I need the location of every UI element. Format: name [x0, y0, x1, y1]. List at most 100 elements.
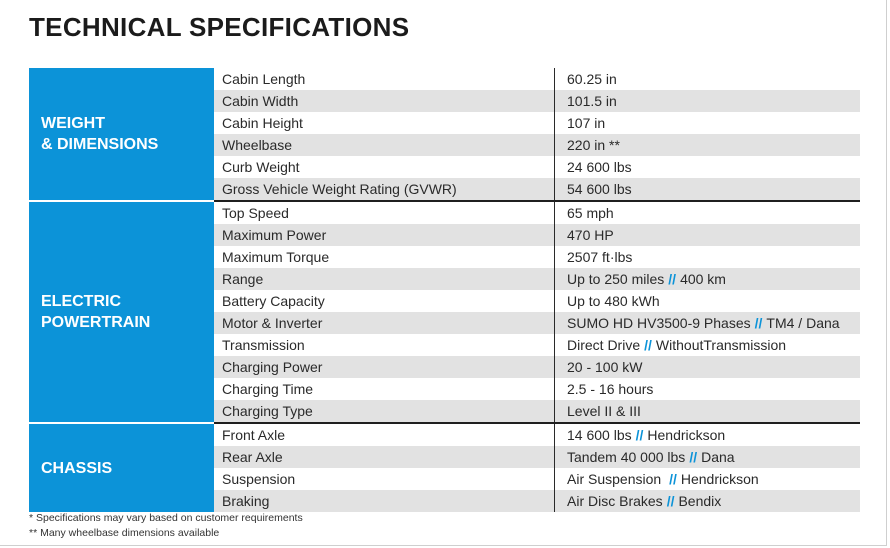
- spec-section: WEIGHT & DIMENSIONS Cabin Length 60.25 in C…: [29, 68, 860, 202]
- section-label: CHASSIS: [29, 422, 214, 512]
- spec-name: Cabin Length: [222, 71, 306, 87]
- table-row: Rear Axle Tandem 40 000 lbs//Dana: [214, 446, 860, 468]
- spec-name: Wheelbase: [222, 137, 293, 153]
- table-row: Cabin Length 60.25 in: [214, 68, 860, 90]
- spec-name: Cabin Height: [222, 115, 303, 131]
- spec-name: Gross Vehicle Weight Rating (GVWR): [222, 181, 457, 197]
- table-row: Maximum Torque 2507 ft·lbs: [214, 246, 860, 268]
- value-part: 65 mph: [567, 205, 614, 221]
- spec-name: Cabin Width: [222, 93, 299, 109]
- spec-value: 2.5 - 16 hours: [554, 378, 860, 400]
- section-label: WEIGHT & DIMENSIONS: [29, 68, 214, 200]
- value-part: 14 600 lbs: [567, 427, 632, 443]
- table-row: Top Speed 65 mph: [214, 202, 860, 224]
- spec-value: Up to 250 miles//400 km: [554, 268, 860, 290]
- value-part: 2.5 - 16 hours: [567, 381, 654, 397]
- table-row: Charging Power 20 - 100 kW: [214, 356, 860, 378]
- value-part: Level II & III: [567, 403, 641, 419]
- spec-value: Level II & III: [554, 400, 860, 422]
- value-separator: //: [668, 271, 677, 287]
- spec-value: 220 in **: [554, 134, 860, 156]
- table-row: Front Axle 14 600 lbs//Hendrickson: [214, 424, 860, 446]
- spec-value: Up to 480 kWh: [554, 290, 860, 312]
- table-row: Gross Vehicle Weight Rating (GVWR) 54 600…: [214, 178, 860, 200]
- value-separator: //: [689, 449, 698, 465]
- footnote: ** Many wheelbase dimensions available: [29, 526, 220, 539]
- value-part: Up to 250 miles: [567, 271, 665, 287]
- spec-value: 2507 ft·lbs: [554, 246, 860, 268]
- value-part: Up to 480 kWh: [567, 293, 660, 309]
- value-part: 24 600 lbs: [567, 159, 632, 175]
- table-row: Charging Type Level II & III: [214, 400, 860, 422]
- value-part: 107 in: [567, 115, 606, 131]
- table-row: Suspension Air Suspension //Hendrickson: [214, 468, 860, 490]
- spec-section: CHASSIS Front Axle 14 600 lbs//Hendrickson…: [29, 422, 860, 512]
- spec-name: Braking: [222, 493, 270, 509]
- table-row: Maximum Power 470 HP: [214, 224, 860, 246]
- spec-name: Transmission: [222, 337, 305, 353]
- value-part: Hendrickson: [647, 427, 726, 443]
- value-part: Air Disc Brakes: [567, 493, 663, 509]
- spec-name: Battery Capacity: [222, 293, 325, 309]
- value-part: 101.5 in: [567, 93, 617, 109]
- value-part: 20 - 100 kW: [567, 359, 643, 375]
- value-part: Air Suspension: [567, 471, 666, 487]
- value-part: 60.25 in: [567, 71, 617, 87]
- spec-value: 20 - 100 kW: [554, 356, 860, 378]
- spec-value: Air Disc Brakes//Bendix: [554, 490, 860, 512]
- spec-name: Motor & Inverter: [222, 315, 323, 331]
- value-separator: //: [666, 493, 675, 509]
- table-row: Cabin Height 107 in: [214, 112, 860, 134]
- table-row: Motor & Inverter SUMO HD HV3500-9 Phases /…: [214, 312, 860, 334]
- spec-name: Rear Axle: [222, 449, 283, 465]
- value-part: 400 km: [680, 271, 726, 287]
- spec-name: Curb Weight: [222, 159, 300, 175]
- spec-name: Charging Time: [222, 381, 314, 397]
- value-part: Hendrickson: [680, 471, 759, 487]
- table-row: Charging Time 2.5 - 16 hours: [214, 378, 860, 400]
- value-part: Dana: [701, 449, 735, 465]
- value-separator: //: [754, 315, 763, 331]
- value-separator: //: [644, 337, 652, 353]
- spec-value: Tandem 40 000 lbs//Dana: [554, 446, 860, 468]
- value-part: WithoutTransmission: [655, 337, 787, 353]
- spec-value: 14 600 lbs//Hendrickson: [554, 424, 860, 446]
- value-part: Bendix: [678, 493, 722, 509]
- table-row: Range Up to 250 miles//400 km: [214, 268, 860, 290]
- spec-value: SUMO HD HV3500-9 Phases//TM4 / Dana: [554, 312, 860, 334]
- spec-value: 101.5 in: [554, 90, 860, 112]
- spec-table: WEIGHT & DIMENSIONS Cabin Length 60.25 in C…: [29, 68, 860, 512]
- spec-name: Maximum Power: [222, 227, 327, 243]
- spec-value: 65 mph: [554, 202, 860, 224]
- value-part: 220 in **: [567, 137, 620, 153]
- spec-name: Range: [222, 271, 264, 287]
- section-rows: Front Axle 14 600 lbs//Hendrickson Rear Ax…: [214, 424, 860, 512]
- spec-name: Suspension: [222, 471, 296, 487]
- value-part: TM4 / Dana: [766, 315, 840, 331]
- table-row: Braking Air Disc Brakes//Bendix: [214, 490, 860, 512]
- value-part: 54 600 lbs: [567, 181, 632, 197]
- table-row: Battery Capacity Up to 480 kWh: [214, 290, 860, 312]
- table-row: Curb Weight 24 600 lbs: [214, 156, 860, 178]
- footnote: * Specifications may vary based on custo…: [29, 512, 303, 524]
- value-part: 470 HP: [567, 227, 614, 243]
- section-label: ELECTRIC POWERTRAIN: [29, 200, 214, 422]
- value-part: Tandem 40 000 lbs: [567, 449, 686, 465]
- spec-name: Charging Type: [222, 403, 313, 419]
- spec-value: 470 HP: [554, 224, 860, 246]
- spec-value: 107 in: [554, 112, 860, 134]
- value-part: 2507 ft·lbs: [567, 249, 633, 265]
- spec-name: Top Speed: [222, 205, 289, 221]
- section-rows: Top Speed 65 mph Maximum Power 470 HP Maximu…: [214, 202, 860, 422]
- value-part: Direct Drive: [567, 337, 641, 353]
- table-row: Wheelbase 220 in **: [214, 134, 860, 156]
- value-separator: //: [669, 471, 677, 487]
- value-separator: //: [635, 427, 644, 443]
- section-rows: Cabin Length 60.25 in Cabin Width 101.5 in C…: [214, 68, 860, 200]
- spec-name: Front Axle: [222, 427, 286, 443]
- footnotes: * Specifications may vary based on custo…: [29, 511, 303, 540]
- spec-value: Direct Drive//WithoutTransmission: [554, 334, 860, 356]
- spec-value: Air Suspension //Hendrickson: [554, 468, 860, 490]
- page-title: TECHNICAL SPECIFICATIONS: [29, 12, 410, 42]
- spec-value: 54 600 lbs: [554, 178, 860, 200]
